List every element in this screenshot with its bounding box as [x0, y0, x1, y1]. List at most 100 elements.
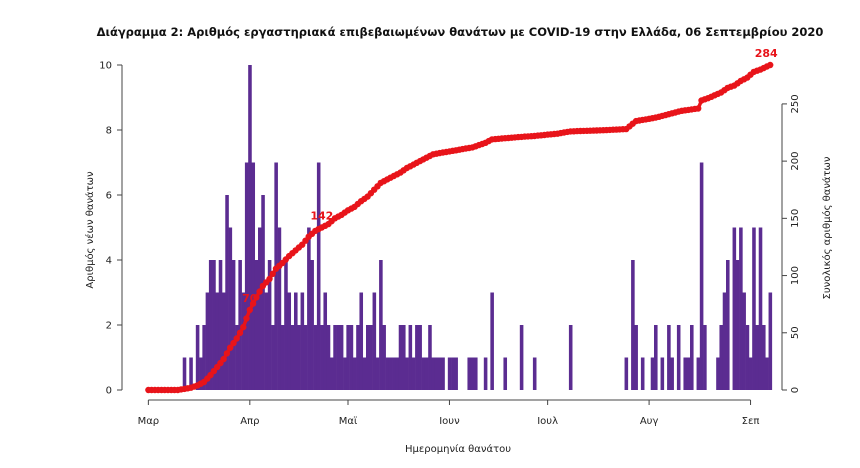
bar: [470, 357, 475, 390]
bar: [392, 357, 396, 390]
bar: [388, 357, 393, 390]
bar: [313, 325, 318, 390]
bar: [339, 325, 344, 390]
bar: [343, 357, 347, 390]
bar: [418, 325, 422, 390]
bar: [696, 357, 701, 390]
bar: [294, 292, 298, 390]
bar: [441, 357, 445, 390]
bar: [431, 357, 436, 390]
bar: [742, 292, 746, 390]
bar: [218, 260, 223, 390]
bar: [667, 325, 671, 390]
bar: [202, 325, 206, 390]
x-tick-label: Σεπ: [742, 416, 760, 427]
cumulative-point: [266, 275, 273, 283]
bar: [676, 325, 681, 390]
bar: [765, 357, 769, 390]
bar: [726, 260, 730, 390]
y-tick-label-right: 100: [790, 266, 801, 285]
bar: [235, 325, 239, 390]
bar: [208, 260, 213, 390]
bar: [307, 227, 311, 390]
y-tick-label-right: 200: [790, 152, 801, 171]
cumulative-point: [249, 300, 257, 307]
line-series-cumulative: [145, 61, 774, 394]
y-tick-label-right: 250: [790, 94, 801, 113]
bar: [271, 325, 275, 390]
cumulative-point: [246, 306, 253, 314]
bar: [352, 357, 357, 390]
bar: [434, 357, 439, 390]
bar: [228, 227, 233, 390]
cumulative-point: [253, 294, 260, 301]
x-tick-label: Ιουν: [439, 416, 460, 427]
bar: [640, 357, 645, 390]
bar: [408, 325, 413, 390]
bar: [300, 292, 305, 390]
bar: [703, 325, 707, 390]
y-tick-label-right: 150: [790, 209, 801, 228]
bar: [722, 292, 727, 390]
bar: [454, 357, 458, 390]
y-tick-label-left: 2: [106, 321, 112, 332]
cumulative-point: [767, 61, 774, 69]
bar: [735, 260, 740, 390]
bar: [758, 227, 763, 390]
y-axis-left-label: Αριθμός νέων θανάτων: [84, 171, 96, 289]
cumulative-point: [243, 315, 250, 322]
bar: [490, 292, 494, 390]
bar: [264, 292, 269, 390]
bar: [690, 325, 694, 390]
bar: [654, 325, 658, 390]
bar: [660, 357, 665, 390]
bar: [745, 325, 750, 390]
bar: [231, 260, 236, 390]
cumulative-point: [220, 355, 227, 363]
bar: [222, 292, 226, 390]
bar: [333, 325, 337, 390]
y-tick-label-right: 0: [790, 387, 801, 393]
bar: [752, 227, 756, 390]
chart-title: Διάγραμμα 2: Αριθμός εργαστηριακά επιβεβ…: [97, 25, 824, 39]
bar: [261, 195, 265, 390]
bar: [624, 357, 629, 390]
bar: [372, 292, 377, 390]
bar: [212, 260, 216, 390]
bar: [382, 325, 386, 390]
bar: [366, 325, 370, 390]
bar: [395, 357, 400, 390]
bar: [428, 325, 432, 390]
bar: [238, 260, 242, 390]
cumulative-point: [256, 288, 263, 295]
bar: [323, 292, 328, 390]
bar: [402, 325, 406, 390]
bar: [336, 325, 341, 390]
bar: [316, 162, 321, 390]
cumulative-point: [227, 344, 234, 351]
bar: [326, 325, 331, 390]
bar: [739, 227, 743, 390]
bar: [686, 357, 691, 390]
bar: [330, 357, 334, 390]
y-tick-label-left: 0: [106, 386, 112, 397]
bar: [467, 357, 472, 390]
x-tick-label: Ιουλ: [537, 416, 558, 427]
bar: [280, 325, 285, 390]
y-tick-label-left: 4: [106, 256, 112, 267]
annotations: 70 142 284: [242, 47, 778, 305]
x-tick-label: Μαρ: [138, 416, 160, 427]
bar: [362, 357, 367, 390]
bar: [405, 357, 409, 390]
bar: [199, 357, 203, 390]
x-tick-label: Μαϊ: [339, 416, 358, 427]
bar: [631, 260, 635, 390]
bar: [532, 357, 537, 390]
bar: [768, 292, 773, 390]
bar: [258, 227, 262, 390]
bar: [277, 227, 282, 390]
bar: [284, 260, 288, 390]
bar: [447, 357, 452, 390]
bar: [241, 292, 246, 390]
